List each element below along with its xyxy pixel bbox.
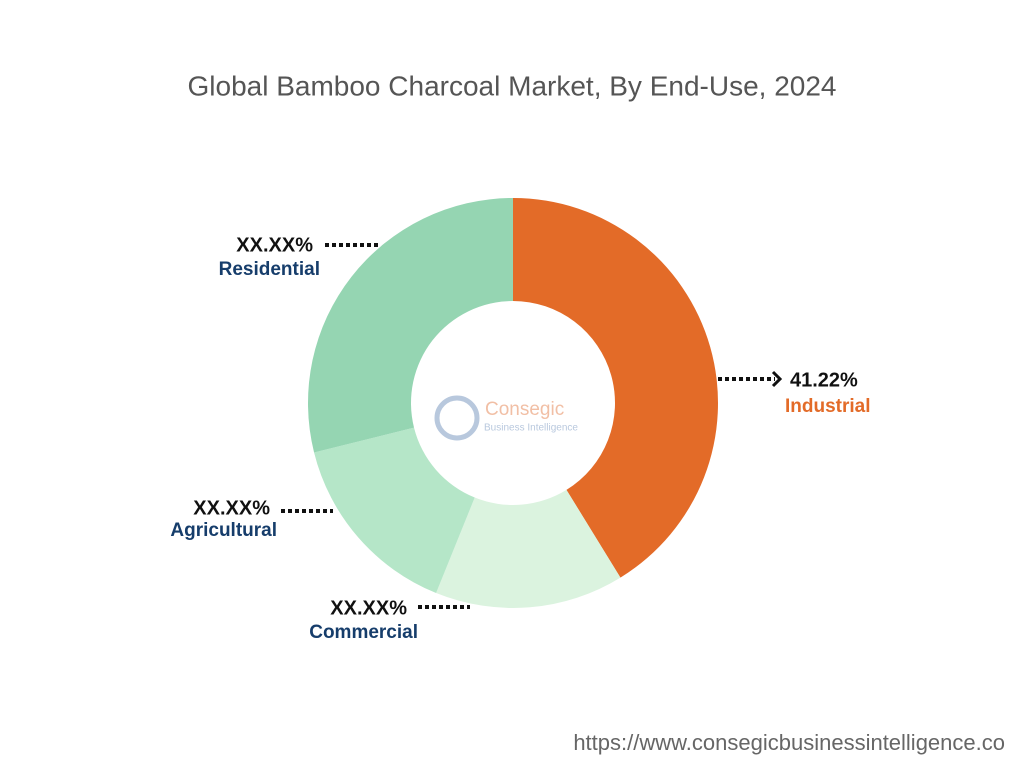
donut — [307, 198, 718, 608]
donut-slice — [513, 198, 718, 578]
chart-title: Global Bamboo Charcoal Market, By End-Us… — [188, 70, 837, 101]
value-label: XX.XX% — [330, 597, 407, 619]
value-label: XX.XX% — [193, 497, 270, 519]
donut-slice — [314, 427, 475, 594]
category-label: Commercial — [309, 622, 418, 643]
category-label: Residential — [219, 259, 320, 280]
logo-name: Consegic — [485, 399, 564, 420]
logo-icon — [434, 395, 480, 441]
value-label: 41.22% — [790, 369, 858, 391]
footer-url: https://www.consegicbusinessintelligence… — [573, 730, 1005, 755]
category-label: Agricultural — [170, 520, 277, 541]
logo-tagline: Business Intelligence — [484, 423, 578, 434]
logo: Consegic Business Intelligence — [434, 395, 578, 441]
donut-slice — [436, 489, 621, 608]
donut-slice — [307, 198, 513, 453]
value-label: XX.XX% — [236, 234, 313, 256]
category-label: Industrial — [785, 396, 871, 417]
leader-arrow — [771, 370, 783, 388]
